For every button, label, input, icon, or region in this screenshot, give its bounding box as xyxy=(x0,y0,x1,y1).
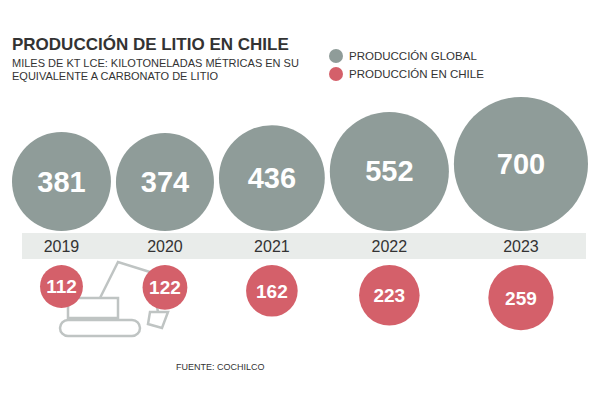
global-bubble xyxy=(116,133,214,231)
chile-bubble xyxy=(143,265,188,310)
global-bubble xyxy=(330,112,449,231)
data-label: 112 xyxy=(46,276,77,297)
legend-label: PRODUCCIÓN GLOBAL xyxy=(349,50,477,62)
global-bubble xyxy=(219,125,325,231)
icon-bucket xyxy=(148,312,168,328)
legend-swatch xyxy=(329,49,343,63)
category-label: 2023 xyxy=(503,238,539,255)
data-label: 436 xyxy=(248,162,296,194)
data-label: 374 xyxy=(141,166,189,198)
legend-label: PRODUCCIÓN EN CHILE xyxy=(349,68,484,80)
data-label: 122 xyxy=(149,277,181,298)
year-band xyxy=(22,233,586,259)
global-bubble xyxy=(12,132,111,231)
data-label: 552 xyxy=(365,155,413,187)
subtitle-line: EQUIVALENTE A CARBONATO DE LITIO xyxy=(12,70,218,82)
data-label: 223 xyxy=(373,285,405,306)
data-label: 381 xyxy=(37,166,85,198)
category-label: 2022 xyxy=(372,238,408,255)
chile-bubble xyxy=(246,265,298,317)
legend-swatch xyxy=(329,67,343,81)
data-label: 162 xyxy=(256,281,288,302)
data-label: 259 xyxy=(505,288,537,309)
chile-bubble xyxy=(359,265,420,326)
icon-track xyxy=(60,320,140,336)
chart: PRODUCCIÓN DE LITIO EN CHILE MILES DE KT … xyxy=(0,0,600,400)
title: PRODUCCIÓN DE LITIO EN CHILE xyxy=(12,35,289,54)
chile-bubble xyxy=(40,265,83,308)
subtitle: MILES DE KT LCE: KILOTONELADAS MÉTRICAS … xyxy=(12,57,299,82)
global-bubble xyxy=(454,97,588,231)
category-label: 2021 xyxy=(254,238,290,255)
category-label: 2020 xyxy=(147,238,183,255)
data-label: 700 xyxy=(497,148,545,180)
chile-bubble xyxy=(488,265,553,330)
subtitle-line: MILES DE KT LCE: KILOTONELADAS MÉTRICAS … xyxy=(12,57,299,69)
source: FUENTE: COCHILCO xyxy=(176,362,265,372)
category-label: 2019 xyxy=(44,238,80,255)
